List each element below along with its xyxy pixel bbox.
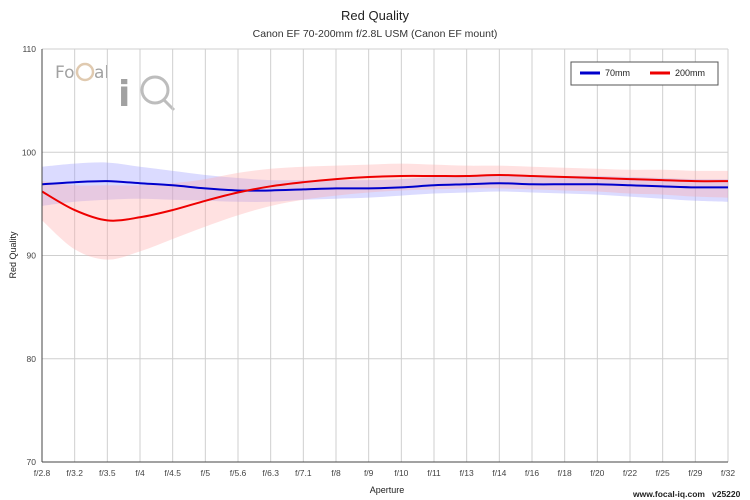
x-tick-labels: f/2.8 f/3.2 f/3.5 f/4 f/4.5 f/5 f/5.6 f/6.3 f/7.… bbox=[34, 468, 736, 478]
band-200mm bbox=[42, 163, 728, 260]
y-axis-label: Red Quality bbox=[8, 231, 18, 279]
x-tick-label: f/2.8 bbox=[34, 468, 51, 478]
y-tick-label: 70 bbox=[27, 457, 37, 467]
x-tick-label: f/20 bbox=[590, 468, 604, 478]
logo-ring-icon bbox=[75, 62, 95, 82]
x-tick-label: f/6.3 bbox=[262, 468, 279, 478]
x-tick-label: f/29 bbox=[688, 468, 702, 478]
series-lines bbox=[41, 173, 729, 222]
y-tick-label: 80 bbox=[27, 354, 37, 364]
series-line-70mm bbox=[41, 180, 729, 192]
x-tick-label: f/25 bbox=[656, 468, 670, 478]
band-70mm bbox=[42, 162, 728, 206]
x-tick-label: f/9 bbox=[364, 468, 374, 478]
x-axis-label: Aperture bbox=[370, 485, 405, 495]
x-tick-label: f/7.1 bbox=[295, 468, 312, 478]
x-tick-label: f/8 bbox=[331, 468, 341, 478]
chart-subtitle: Canon EF 70-200mm f/2.8L USM (Canon EF m… bbox=[253, 28, 498, 40]
x-tick-label: f/10 bbox=[394, 468, 408, 478]
x-tick-label: f/4.5 bbox=[164, 468, 181, 478]
x-tick-label: f/4 bbox=[135, 468, 145, 478]
legend-label-200mm: 200mm bbox=[675, 68, 705, 78]
y-tick-labels: 70 80 90 100 110 bbox=[22, 44, 36, 467]
x-tick-label: f/22 bbox=[623, 468, 637, 478]
x-tick-label: f/11 bbox=[427, 468, 441, 478]
y-tick-label: 110 bbox=[22, 44, 36, 54]
x-tick-label: f/13 bbox=[460, 468, 474, 478]
x-tick-label: f/5 bbox=[201, 468, 211, 478]
footer-version: v25220 bbox=[712, 489, 741, 499]
legend-box bbox=[570, 61, 719, 86]
x-tick-label: f/5.6 bbox=[230, 468, 247, 478]
y-tick-label: 100 bbox=[22, 147, 36, 157]
focal-iq-logo: Fo al i bbox=[55, 62, 176, 115]
chart-title: Red Quality bbox=[341, 8, 409, 23]
x-tick-label: f/14 bbox=[492, 468, 506, 478]
logo-magnifier-icon bbox=[140, 75, 170, 105]
logo-text-al: al bbox=[94, 63, 109, 83]
quality-bands bbox=[42, 162, 728, 260]
x-tick-label: f/16 bbox=[525, 468, 539, 478]
legend-label-70mm: 70mm bbox=[605, 68, 630, 78]
x-tick-label: f/18 bbox=[558, 468, 572, 478]
x-tick-label: f/3.2 bbox=[66, 468, 83, 478]
grid bbox=[41, 48, 729, 463]
legend: 70mm 200mm bbox=[570, 61, 719, 86]
logo-text-i: i bbox=[118, 74, 130, 115]
x-tick-label: f/3.5 bbox=[99, 468, 116, 478]
axes bbox=[41, 49, 728, 463]
series-line-200mm bbox=[41, 173, 729, 222]
logo-text-focal: Fo bbox=[55, 63, 75, 83]
x-tick-label: f/32 bbox=[721, 468, 735, 478]
footer-site: www.focal-iq.com bbox=[632, 489, 705, 499]
y-tick-label: 90 bbox=[27, 251, 37, 261]
